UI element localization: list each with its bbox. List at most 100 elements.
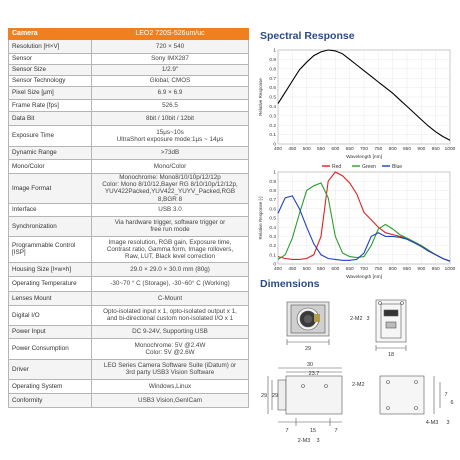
spec-row: Dynamic Range >73dB	[8, 146, 249, 160]
dim-thread-top: 3	[366, 316, 369, 322]
table-header-row: Camera LEO2 720S-526um/uc	[8, 28, 249, 40]
y-tick-label: 0.2	[269, 123, 276, 129]
spec-row: Operating System Windows,Linux	[8, 378, 249, 394]
x-tick-label: 1000	[445, 266, 456, 272]
y-tick-label: 0.8	[269, 66, 276, 72]
x-tick-label: 650	[346, 266, 354, 272]
dim-thread-bottom: 3	[316, 438, 319, 444]
spec-label: Interface	[8, 202, 92, 217]
spec-value: 6.9 × 6.9	[91, 86, 249, 100]
x-tick-label: 1000	[445, 146, 456, 152]
dim-back-width: 18	[388, 352, 394, 358]
legend-label: Red	[332, 164, 341, 170]
spec-row: Digital I/O Opto-isolated input x 1, opto…	[8, 304, 249, 326]
color-spectral-chart: 400 450 500 550 600 650 700 750 800 850 900 950 1000…	[258, 164, 456, 280]
spec-row: Pixel Size [μm] 6.9 × 6.9	[8, 86, 249, 100]
y-tick-label: 0.5	[269, 95, 276, 101]
x-tick-label: 950	[432, 266, 440, 272]
x-tick-label: 850	[403, 266, 411, 272]
spec-row: Lenses Mount C-Mount	[8, 290, 249, 306]
x-tick-label: 400	[274, 146, 282, 152]
spec-value: Mono/Color	[91, 159, 249, 174]
spec-row: Conformity USB3 Vision,GenICam	[8, 392, 249, 408]
dim-m3-bottom: 2-M3	[298, 438, 311, 444]
spec-value: 1/2.9"	[91, 64, 249, 76]
spec-value: DC 9-24V, Supporting USB	[91, 324, 249, 339]
spec-label: Pixel Size [μm]	[8, 86, 92, 100]
x-tick-label: 900	[417, 266, 425, 272]
spec-value: 29.0 × 29.0 × 30.0 mm (80g)	[91, 261, 249, 277]
y-tick-label: 0.8	[269, 188, 276, 194]
spec-row: Synchronization Via hardware trigger, sof…	[8, 215, 249, 237]
spec-value: 15μs~10s UltraShort exposure mode:1μs ~ 1…	[91, 125, 249, 147]
dim-front-width: 29	[305, 346, 311, 352]
dim-m2-top: 2-M2	[350, 316, 363, 322]
y-tick-label: 0.9	[269, 57, 276, 63]
spec-label: Image Format	[8, 173, 92, 204]
spec-value: 526.5	[91, 99, 249, 112]
header-value: LEO2 720S-526um/uc	[91, 28, 249, 40]
dim-bottom-right: 7	[334, 428, 337, 434]
right-view	[379, 375, 441, 415]
spec-label: Operating Temperature	[8, 275, 92, 292]
spec-value: Via hardware trigger, software trigger o…	[91, 215, 249, 237]
spec-row: Image Format Monochrome: Mono8/10/10p/12/…	[8, 173, 249, 204]
spectral-response-title: Spectral Response	[260, 30, 355, 42]
y-tick-label: 0.6	[269, 85, 276, 91]
y-tick-label: 0.9	[269, 179, 276, 185]
x-tick-label: 550	[317, 146, 325, 152]
x-tick-label: 450	[288, 146, 296, 152]
spec-value: Windows,Linux	[91, 378, 249, 394]
y-tick-label: 0.7	[269, 76, 276, 82]
y-tick-label: 0.6	[269, 206, 276, 212]
spec-value: 720 × 540	[91, 39, 249, 54]
x-tick-label: 450	[288, 266, 296, 272]
dim-thread-right: 3	[446, 420, 449, 426]
spec-label: Housing Size [l×w×h]	[8, 261, 92, 277]
y-tick-label: 0.2	[269, 243, 276, 249]
spec-row: Programmable Control [ISP] Image resolutio…	[8, 235, 249, 263]
y-tick-label: 0.1	[269, 132, 276, 138]
front-view	[286, 301, 330, 345]
x-tick-label: 400	[274, 266, 282, 272]
spec-row: Driver LEO Series Camera Software Suite (…	[8, 358, 249, 380]
spec-label: Resolution [H×V]	[8, 39, 92, 54]
dim-side-total: 30	[307, 362, 313, 368]
spec-row: Interface USB 3.0	[8, 202, 249, 217]
spec-label: Operating System	[8, 378, 92, 394]
dim-m2-side: 2-M2	[352, 382, 365, 388]
spec-value: 8bit / 10bit / 12bit	[91, 111, 249, 126]
dim-m3-right: 4-M3	[426, 420, 439, 426]
y-tick-label: 0.1	[269, 252, 276, 258]
dim-right-1: 7	[444, 392, 447, 398]
spec-row: Operating Temperature -30~70 ° C (Storage…	[8, 275, 249, 292]
x-tick-label: 900	[417, 146, 425, 152]
legend-label: Blue	[392, 164, 402, 170]
spec-value: Monochrome: Mono8/10/10p/12/12p Color: Mo…	[91, 173, 249, 204]
mono-spectral-chart: 400 450 500 550 600 650 700 750 800 850 900 950 1000…	[258, 48, 456, 160]
spec-label: Conformity	[8, 392, 92, 408]
y-axis-label: Relative Response [-]	[258, 196, 263, 239]
dimensions-drawing: 29 18 2-M2 3 30 23.7 29 29 7 15 7 2-M3 3…	[261, 299, 454, 444]
spec-value: -30~70 ° C (Storage), -30~60° C (Working…	[91, 275, 249, 292]
spec-value: >73dB	[91, 146, 249, 160]
spec-row: Sensor Technology Global, CMOS	[8, 75, 249, 87]
y-tick-label: 0	[273, 142, 276, 148]
y-tick-label: 0.4	[269, 225, 276, 231]
spec-row: Resolution [H×V] 720 × 540	[8, 39, 249, 54]
x-tick-label: 600	[331, 146, 339, 152]
spec-value: Opto-isolated input x 1, opto-isolated o…	[91, 304, 249, 326]
spec-row: Sensor Sony IMX287	[8, 53, 249, 65]
dim-side-height-outer: 29	[261, 393, 267, 399]
dim-side-mid: 23.7	[309, 371, 320, 377]
spec-value: LEO Series Camera Software Suite (iDatum…	[91, 358, 249, 380]
dim-bottom-mid: 15	[310, 428, 316, 434]
spec-value: C-Mount	[91, 290, 249, 306]
x-tick-label: 500	[303, 266, 311, 272]
y-tick-label: 0.7	[269, 197, 276, 203]
x-tick-label: 800	[389, 146, 397, 152]
side-view	[267, 367, 343, 426]
spec-value: USB3 Vision,GenICam	[91, 392, 249, 408]
dim-side-height: 29	[272, 393, 278, 399]
spec-label: Sensor Technology	[8, 75, 92, 87]
